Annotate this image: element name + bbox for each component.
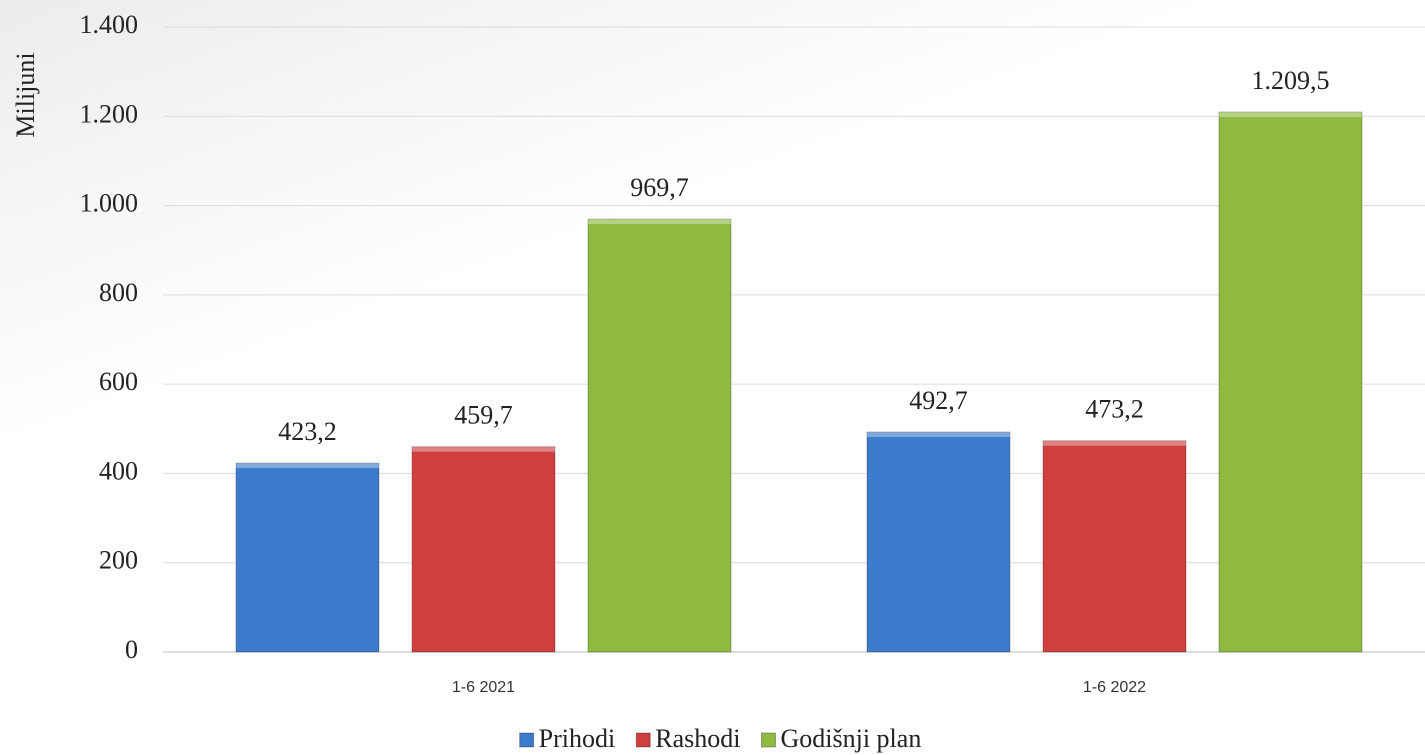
y-tick-label: 0 xyxy=(125,635,138,664)
value-label: 473,2 xyxy=(1085,395,1144,424)
bar-shine xyxy=(1043,440,1186,446)
bar xyxy=(411,446,556,653)
x-tick-label: 1-6 2021 xyxy=(452,679,515,696)
legend-swatch xyxy=(635,732,651,748)
legend-swatch xyxy=(760,732,776,748)
value-label: 423,2 xyxy=(278,417,337,446)
y-tick-label: 400 xyxy=(99,456,138,485)
bar-shine xyxy=(412,446,555,452)
legend-label: Prihodi xyxy=(539,724,616,753)
bar xyxy=(1218,111,1363,653)
value-label: 1.209,5 xyxy=(1252,66,1330,95)
bar xyxy=(1042,440,1187,653)
y-tick-label: 1.000 xyxy=(80,189,139,218)
y-tick-label: 200 xyxy=(99,546,138,575)
y-tick-label: 800 xyxy=(99,278,138,307)
bar-shine xyxy=(1219,112,1362,118)
bar xyxy=(866,431,1011,653)
y-tick-label: 1.200 xyxy=(80,99,139,128)
legend-label: Rashodi xyxy=(655,724,740,753)
y-tick-label: 600 xyxy=(99,367,138,396)
bar xyxy=(587,218,732,653)
x-tick-label: 1-6 2022 xyxy=(1083,679,1146,696)
bar-shine xyxy=(867,432,1010,438)
value-label: 492,7 xyxy=(909,386,968,415)
y-tick-label: 1.400 xyxy=(80,10,139,39)
legend-swatch xyxy=(519,732,535,748)
legend-label: Godišnji plan xyxy=(780,724,921,753)
value-label: 459,7 xyxy=(454,401,513,430)
value-label: 969,7 xyxy=(630,173,689,202)
bar-shine xyxy=(236,463,379,469)
bar xyxy=(235,462,380,653)
bar-shine xyxy=(588,219,731,225)
y-axis-title: Milijuni xyxy=(11,52,40,137)
